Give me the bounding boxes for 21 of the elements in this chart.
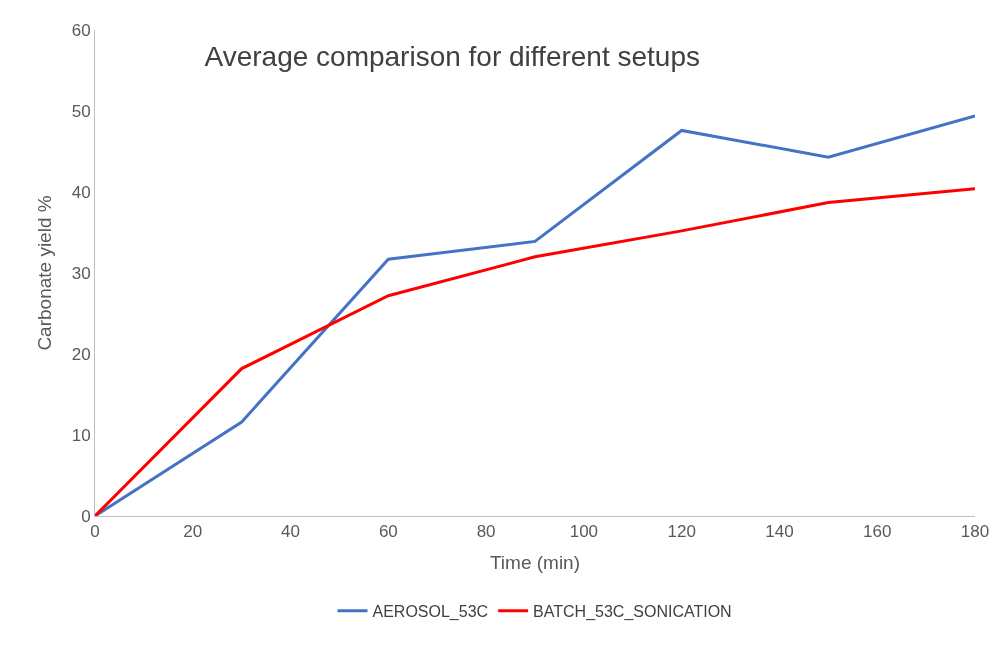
- y-tick-label: 10: [71, 425, 91, 445]
- x-tick-label: 140: [765, 522, 794, 542]
- x-tick-label: 60: [378, 522, 398, 542]
- x-tick-label: 120: [667, 522, 696, 542]
- x-tick-label: 20: [183, 522, 203, 542]
- chart-title: Average comparison for different setups: [204, 40, 700, 72]
- x-tick-label: 40: [281, 522, 301, 542]
- x-axis-title: Time (min): [489, 552, 581, 574]
- y-tick-label: 50: [71, 101, 91, 121]
- legend-label: AEROSOL_53C: [372, 602, 489, 621]
- y-tick-label: 30: [71, 263, 91, 283]
- y-tick-label: 40: [71, 182, 91, 202]
- y-tick-label: 0: [81, 506, 91, 526]
- x-tick-label: 180: [960, 522, 990, 542]
- y-axis-title: Carbonate yield %: [33, 195, 55, 351]
- y-tick-label: 60: [71, 20, 91, 40]
- x-tick-label: 80: [476, 522, 496, 542]
- x-tick-label: 160: [863, 522, 892, 542]
- legend-label: BATCH_53C_SONICATION: [533, 602, 732, 621]
- x-tick-label: 100: [569, 522, 599, 542]
- y-tick-label: 20: [71, 344, 91, 364]
